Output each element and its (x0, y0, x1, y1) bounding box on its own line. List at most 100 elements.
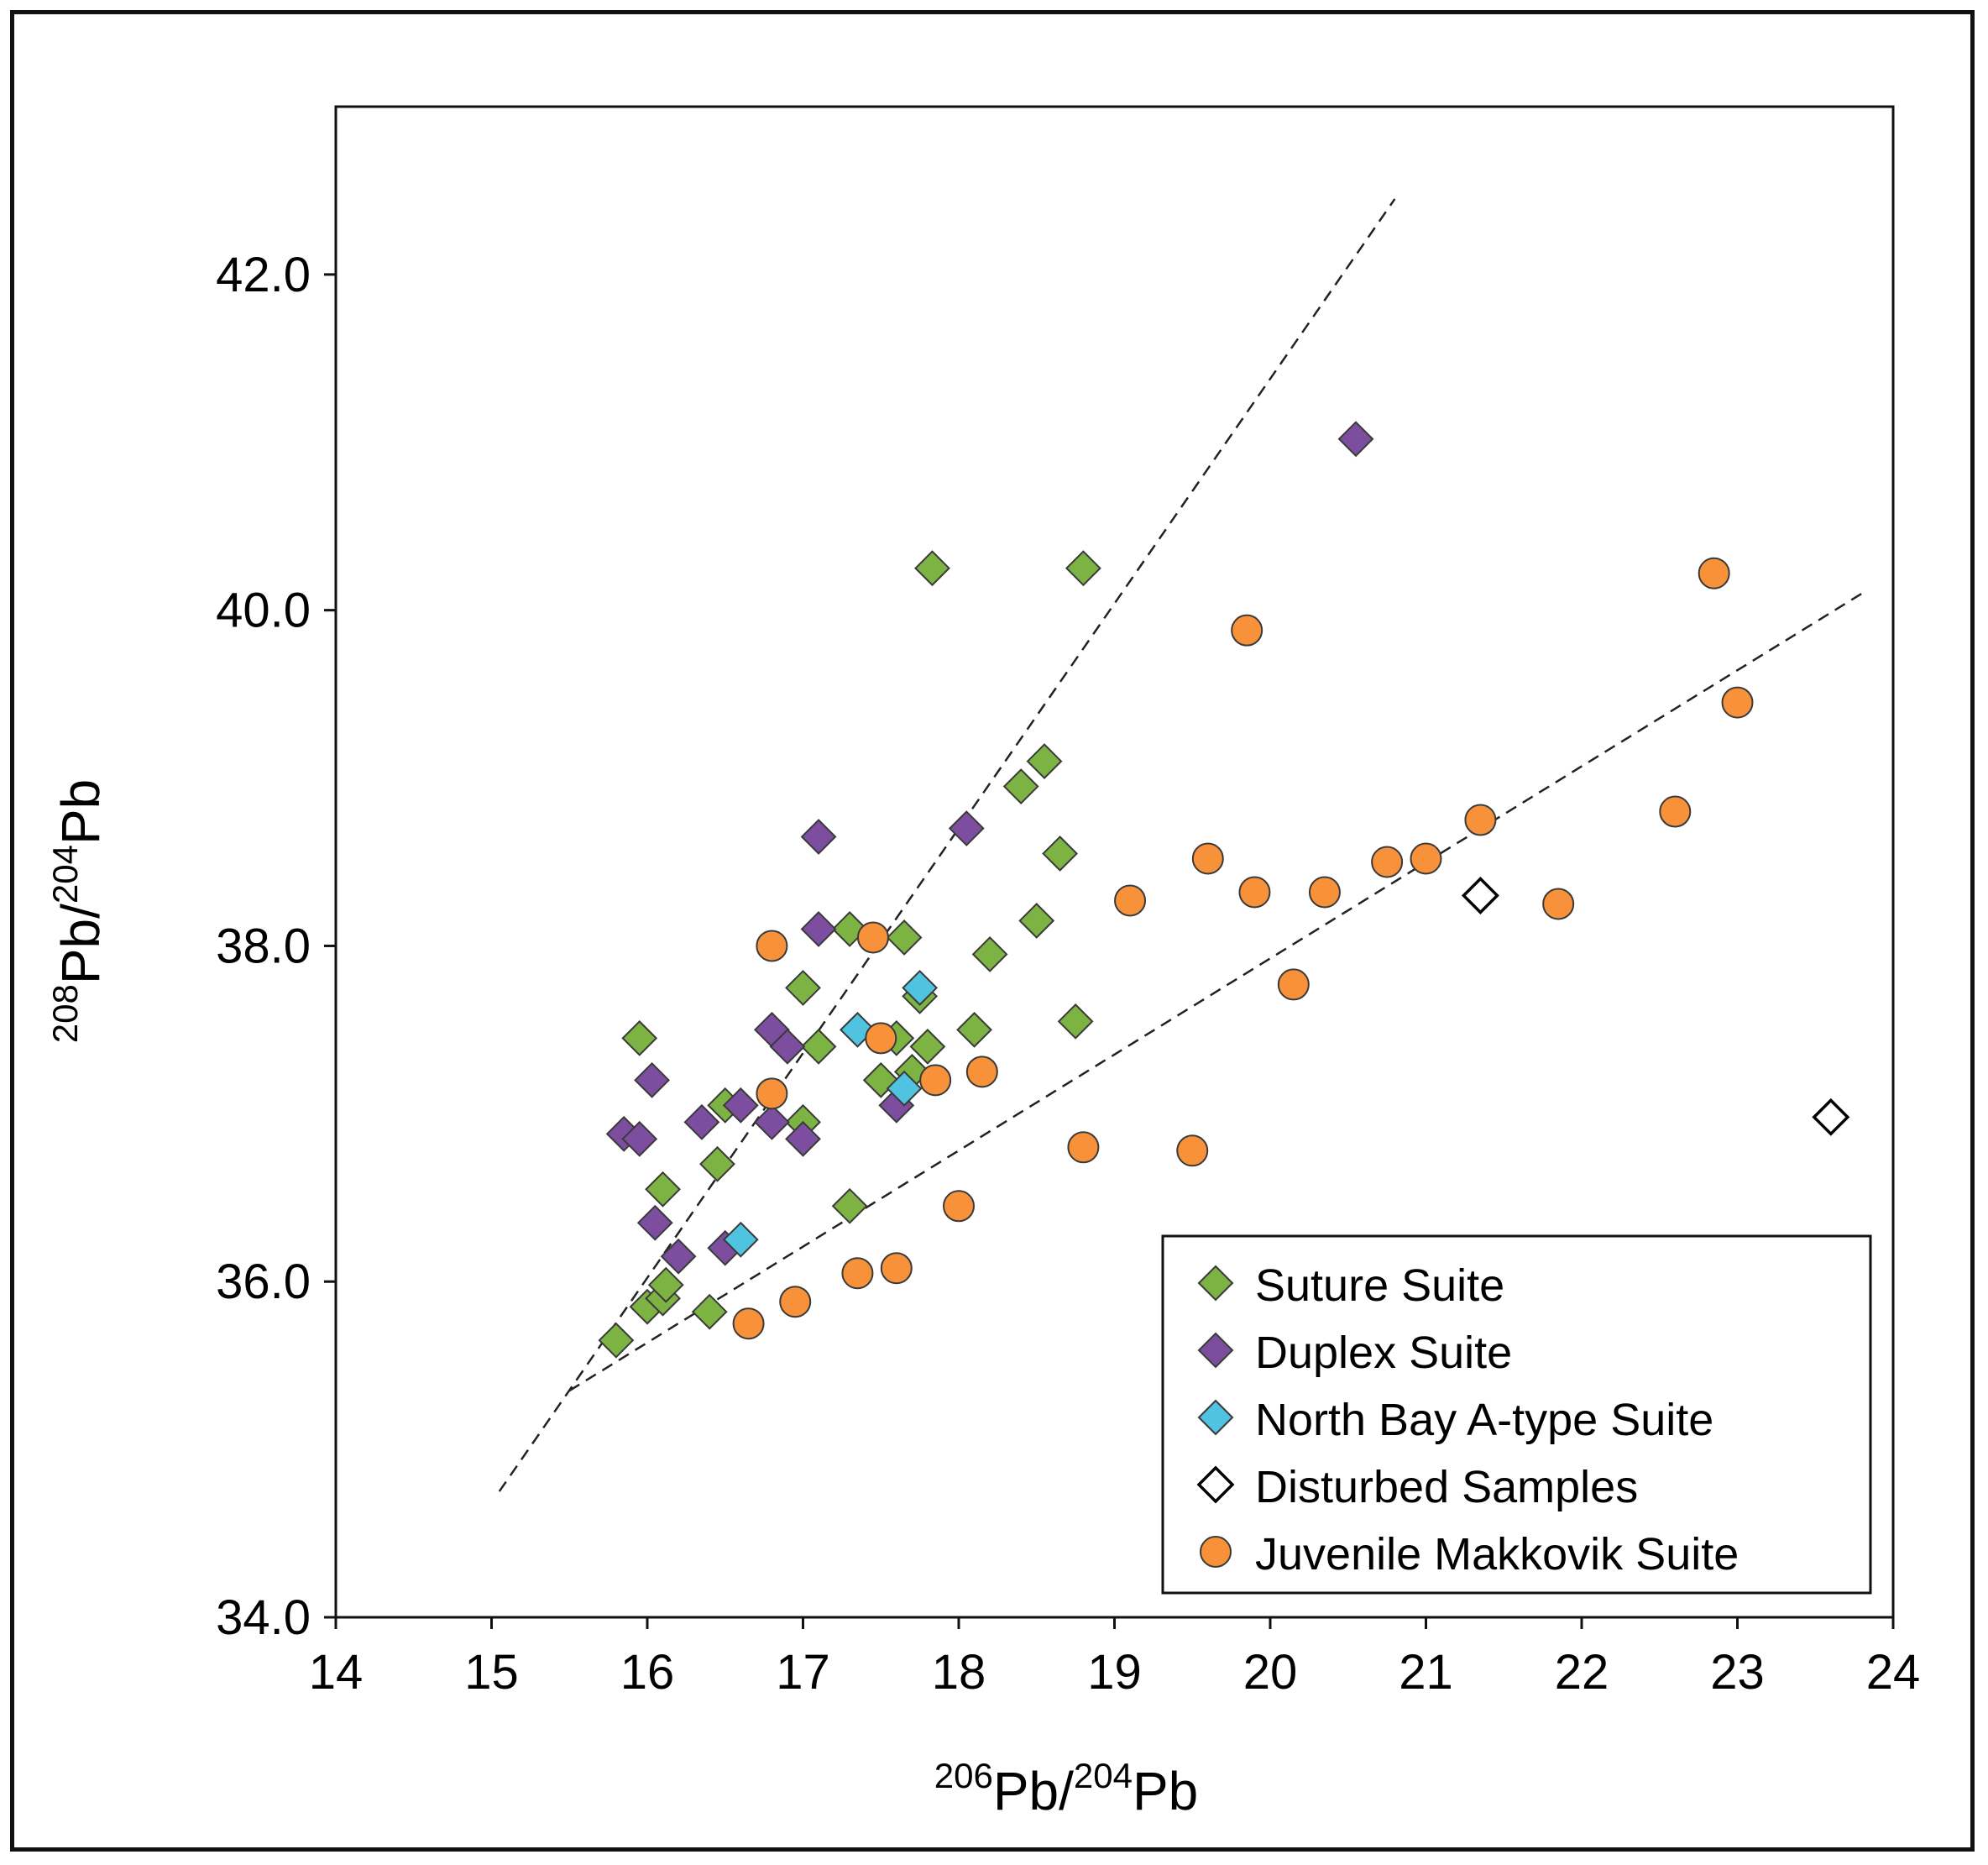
duplex-suite-point (621, 1120, 658, 1157)
x-tick-label: 15 (464, 1645, 519, 1700)
y-title-base2: Pb (50, 779, 111, 845)
data-points (598, 421, 1850, 1359)
north-bay-a-type-suite-point (886, 1070, 923, 1107)
duplex-suite-point (948, 810, 985, 846)
suture-suite-point (598, 1322, 635, 1359)
legend-item-disturbed-samples: Disturbed Samples (1196, 1462, 1638, 1512)
duplex-suite-point (636, 1204, 673, 1241)
reference-line-1 (498, 198, 1396, 1492)
x-title-base1: Pb/ (993, 1761, 1074, 1821)
juvenile-makkovik-suite-point (779, 1286, 812, 1318)
x-tick-label: 19 (1087, 1645, 1142, 1700)
juvenile-makkovik-suite-point (1176, 1134, 1209, 1167)
x-title-sup1: 206 (934, 1756, 993, 1795)
juvenile-makkovik-suite-point (1238, 876, 1271, 909)
juvenile-makkovik-suite-point (856, 921, 889, 954)
suture-suite-point (1042, 836, 1078, 872)
series-suture-suite (598, 550, 1101, 1359)
suture-suite-point (831, 911, 868, 947)
suture-suite-point (886, 919, 923, 956)
suture-suite-point (909, 1028, 946, 1065)
x-tick-label: 24 (1866, 1645, 1921, 1700)
juvenile-makkovik-suite-point (1191, 842, 1224, 875)
series-juvenile-makkovik-suite (732, 557, 1754, 1340)
legend-label: Disturbed Samples (1255, 1462, 1638, 1512)
reference-lines (498, 198, 1863, 1492)
y-title-sup2: 204 (45, 845, 85, 904)
legend-label: Duplex Suite (1255, 1328, 1512, 1378)
suture-suite-point (785, 970, 821, 1006)
juvenile-makkovik-suite-point (1410, 842, 1442, 875)
legend-marker (1196, 1465, 1235, 1504)
x-tick-label: 23 (1710, 1645, 1765, 1700)
suture-suite-point (1065, 550, 1101, 587)
juvenile-makkovik-suite-point (841, 1257, 874, 1290)
suture-suite-point (1026, 743, 1063, 779)
legend-item-north-bay-a-type-suite: North Bay A-type Suite (1197, 1395, 1713, 1445)
juvenile-makkovik-suite-point (1114, 884, 1147, 917)
legend-label: Suture Suite (1255, 1260, 1504, 1311)
juvenile-makkovik-suite-point (1371, 846, 1404, 878)
suture-suite-point (971, 936, 1008, 972)
x-tick-label: 16 (620, 1645, 675, 1700)
legend-item-suture-suite: Suture Suite (1197, 1260, 1504, 1311)
y-tick-label: 42.0 (216, 248, 311, 302)
series-disturbed-samples (1461, 877, 1850, 1136)
series-duplex-suite (605, 421, 1374, 1275)
duplex-suite-point (800, 819, 837, 855)
disturbed-samples-point (1461, 877, 1499, 914)
suture-suite-point (691, 1293, 728, 1330)
y-axis: 34.0 36.0 38.0 40.0 42.0 (216, 248, 336, 1645)
north-bay-a-type-suite-point (840, 1011, 876, 1048)
juvenile-makkovik-suite-point (943, 1190, 975, 1223)
suture-suite-point (647, 1266, 684, 1303)
juvenile-makkovik-suite-point (865, 1022, 897, 1055)
duplex-suite-point (1337, 421, 1374, 458)
legend-marker (1197, 1399, 1234, 1436)
x-tick-label: 14 (309, 1645, 364, 1700)
legend-marker (1197, 1332, 1234, 1369)
disturbed-samples-point (1812, 1098, 1850, 1136)
juvenile-makkovik-suite-point (1464, 804, 1497, 836)
series-north-bay-a-type-suite (722, 970, 939, 1258)
reference-line-2 (568, 592, 1863, 1392)
legend-marker (1197, 1265, 1234, 1302)
duplex-suite-point (753, 1103, 790, 1140)
duplex-suite-point (683, 1103, 720, 1140)
suture-suite-point (1057, 1003, 1094, 1040)
x-tick-label: 22 (1555, 1645, 1609, 1700)
suture-suite-point (956, 1011, 992, 1048)
suture-suite-point (699, 1145, 735, 1182)
duplex-suite-point (660, 1238, 697, 1275)
juvenile-makkovik-suite-point (880, 1252, 913, 1285)
y-tick-label: 36.0 (216, 1255, 311, 1309)
juvenile-makkovik-suite-point (1308, 876, 1341, 909)
y-tick-label: 34.0 (216, 1590, 311, 1645)
y-tick-label: 38.0 (216, 919, 311, 973)
duplex-suite-point (722, 1087, 759, 1124)
x-tick-label: 20 (1243, 1645, 1298, 1700)
legend-label: Juvenile Makkovik Suite (1255, 1529, 1739, 1579)
duplex-suite-point (634, 1061, 670, 1098)
juvenile-makkovik-suite-point (1067, 1131, 1100, 1164)
legend-item-duplex-suite: Duplex Suite (1197, 1328, 1512, 1378)
juvenile-makkovik-suite-point (1277, 968, 1310, 1001)
x-axis-title: 206Pb/204Pb (934, 1756, 1199, 1821)
x-title-base2: Pb (1133, 1761, 1198, 1821)
juvenile-makkovik-suite-point (1542, 888, 1575, 920)
juvenile-makkovik-suite-point (756, 1077, 788, 1110)
suture-suite-point (914, 550, 950, 587)
north-bay-a-type-suite-point (722, 1221, 759, 1258)
north-bay-a-type-suite-point (902, 970, 939, 1006)
juvenile-makkovik-suite-point (1231, 614, 1263, 647)
x-title-sup2: 204 (1074, 1756, 1133, 1795)
juvenile-makkovik-suite-point (919, 1064, 952, 1097)
suture-suite-point (645, 1171, 681, 1208)
x-tick-label: 18 (932, 1645, 986, 1700)
suture-suite-point (831, 1187, 868, 1224)
juvenile-makkovik-suite-point (965, 1056, 998, 1088)
duplex-suite-point (785, 1120, 821, 1157)
duplex-suite-point (769, 1028, 806, 1065)
y-tick-label: 40.0 (216, 584, 311, 638)
